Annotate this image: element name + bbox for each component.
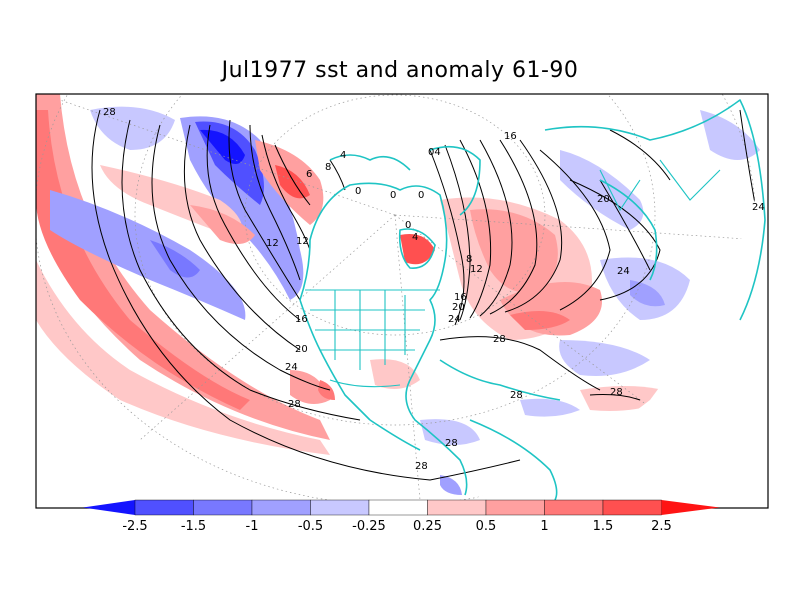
colorbar-tick-label: 0.5 [476, 519, 497, 534]
colorbar-tick-label: -0.5 [298, 519, 323, 534]
contour-label: 28 [510, 390, 523, 401]
colorbar-box [485, 499, 545, 516]
colorbar-left-arrow [83, 500, 135, 515]
anomaly-shading [36, 94, 760, 495]
contour-label: 24 [752, 202, 765, 213]
colorbar-box [134, 499, 194, 516]
colorbar-tick-label: -1 [246, 519, 259, 534]
contour-label: 28 [288, 399, 301, 410]
contour-label: 20 [597, 194, 610, 205]
colorbar-right-arrow [661, 500, 720, 515]
map-title: Jul1977 sst and anomaly 61-90 [221, 58, 579, 83]
contour-label: 4 [340, 150, 346, 161]
colorbar: -2.5 -1.5 -1 -0.5 -0.25 0.25 0.5 1 1.5 2.5 [83, 499, 720, 534]
contour-label: 0 [390, 190, 396, 201]
colorbar-tick-label: -1.5 [181, 519, 206, 534]
contour-label: 28 [445, 438, 458, 449]
contour-label: 20 [295, 344, 308, 355]
colorbar-tick-label: 0.25 [413, 519, 442, 534]
contour-label: 28 [415, 461, 428, 472]
contour-label: 8 [325, 162, 331, 173]
contour-label: 28 [493, 334, 506, 345]
sst-contours [91, 109, 761, 481]
contour-label: 0 [418, 190, 424, 201]
contour-label: 20 [452, 302, 465, 313]
colorbar-box [251, 499, 311, 516]
colorbar-box [427, 499, 487, 516]
colorbar-tick-label: 1 [540, 519, 548, 534]
contour-label: 12 [470, 264, 483, 275]
contour-label: 16 [504, 131, 517, 142]
colorbar-box [368, 499, 428, 516]
contour-label: 24 [285, 362, 298, 373]
contour-label: 12 [266, 238, 279, 249]
contour-label: 4 [412, 232, 418, 243]
colorbar-tick-label: -0.25 [352, 519, 386, 534]
contour-label: 28 [103, 107, 116, 118]
contour-label: 24 [448, 314, 461, 325]
coastlines [299, 99, 766, 501]
colorbar-box [193, 499, 253, 516]
colorbar-tick-label: 1.5 [593, 519, 614, 534]
contour-label: 04 [428, 147, 441, 158]
contour-labels: 28 16 12 8 6 4 0 04 20 24 16 12 8 20 24 … [103, 107, 765, 472]
contour-label: 28 [610, 387, 623, 398]
contour-label: 24 [617, 266, 630, 277]
political-borders [305, 159, 721, 388]
contour-label: 12 [296, 236, 309, 247]
contour-label: 0 [405, 220, 411, 231]
colorbar-box [602, 499, 662, 516]
colorbar-box [544, 499, 604, 516]
contour-label: 16 [295, 314, 308, 325]
contour-label: 8 [466, 254, 472, 265]
colorbar-tick-label: -2.5 [122, 519, 147, 534]
contour-label: 0 [355, 186, 361, 197]
colorbar-tick-label: 2.5 [651, 519, 672, 534]
contour-label: 16 [454, 292, 467, 303]
contour-label: 6 [306, 169, 312, 180]
colorbar-box [310, 499, 370, 516]
